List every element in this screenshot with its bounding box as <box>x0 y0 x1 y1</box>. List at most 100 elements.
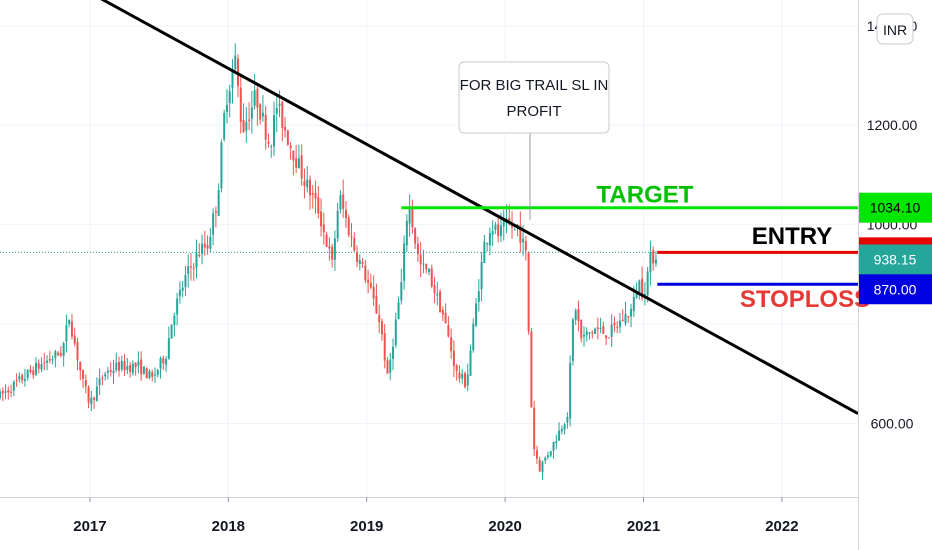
candle-body <box>264 114 267 140</box>
candle-body <box>430 268 433 287</box>
candle-body <box>425 264 428 270</box>
candle-body <box>123 361 126 371</box>
candle-body <box>40 364 43 370</box>
candle-body <box>630 308 633 317</box>
x-tick-label: 2021 <box>627 518 660 535</box>
candle-body <box>594 328 597 334</box>
candle-body <box>289 145 292 149</box>
candle-body <box>62 343 65 356</box>
target-label: TARGET <box>597 182 694 209</box>
candle-body <box>618 320 621 327</box>
candle-body <box>569 362 572 419</box>
candle-body <box>131 363 134 374</box>
candle-body <box>530 331 533 408</box>
candle-body <box>369 282 372 288</box>
candle-body <box>652 250 655 264</box>
candle-body <box>129 365 132 372</box>
candle-body <box>300 155 303 179</box>
candle-body <box>428 269 430 272</box>
x-tick-label: 2020 <box>488 518 521 535</box>
candle-body <box>552 441 555 451</box>
candle-body <box>59 353 62 356</box>
candle-body <box>378 315 381 323</box>
candle-body <box>4 391 7 393</box>
candle-body <box>93 397 96 400</box>
overlay-lines <box>0 0 859 415</box>
candle-body <box>206 245 209 249</box>
candle-body <box>347 217 350 236</box>
candle-body <box>452 350 455 366</box>
candle-body <box>538 459 541 472</box>
candle-body <box>494 224 497 230</box>
candle-body <box>582 334 585 337</box>
candle-body <box>558 430 561 441</box>
candle-body <box>461 373 464 379</box>
candle-body <box>98 378 101 386</box>
candle-body <box>607 337 610 339</box>
candle-body <box>571 319 574 361</box>
candle-body <box>295 158 298 168</box>
candle-body <box>201 243 204 254</box>
candle-body <box>176 298 179 315</box>
candle-body <box>162 358 165 364</box>
candle-body <box>10 391 13 393</box>
candle-body <box>192 267 195 269</box>
candle-body <box>447 324 450 337</box>
candle-body <box>87 387 90 403</box>
candle-body <box>372 286 375 299</box>
candle-body <box>90 397 93 405</box>
candle-body <box>250 107 253 119</box>
candle-body <box>270 146 273 148</box>
grid-lines <box>0 0 858 497</box>
candle-body <box>256 88 259 108</box>
candle-body <box>472 323 475 351</box>
candle-body <box>632 296 635 312</box>
candle-body <box>610 324 613 338</box>
trendline <box>100 0 859 415</box>
candle-body <box>616 326 619 328</box>
candle-body <box>248 119 251 121</box>
candle-body <box>602 326 605 334</box>
candle-body <box>165 359 168 365</box>
candle-body <box>439 291 442 313</box>
price-tag-label: 1034.10 <box>870 200 921 216</box>
candle-body <box>12 381 15 391</box>
candle-body <box>140 359 143 375</box>
candle-body <box>54 351 57 359</box>
price-tag: 870.00 <box>859 274 932 305</box>
candle-body <box>416 243 419 255</box>
candle-body <box>527 252 530 332</box>
candle-body <box>1 390 4 394</box>
candle-body <box>522 238 525 243</box>
candle-body <box>148 371 151 378</box>
candle-body <box>212 213 215 235</box>
candle-body <box>317 197 320 214</box>
candle-body <box>142 366 145 374</box>
stoploss-label: STOPLOSS <box>740 286 870 313</box>
candle-body <box>541 461 544 473</box>
candle-body <box>153 374 156 376</box>
candle-body <box>524 241 527 251</box>
candle-body <box>339 195 342 210</box>
candle-body <box>84 380 87 387</box>
candle-body <box>497 224 500 237</box>
candle-body <box>51 359 54 361</box>
candle-body <box>189 266 192 268</box>
x-tick-label: 2017 <box>73 518 106 535</box>
price-tag-label: 870.00 <box>874 281 917 297</box>
candle-body <box>627 316 630 318</box>
candle-body <box>156 369 159 376</box>
candle-body <box>145 368 148 379</box>
candle-body <box>46 360 49 363</box>
candle-body <box>433 285 436 294</box>
candle-body <box>455 365 458 372</box>
annotation-box <box>458 61 610 134</box>
candle-body <box>555 441 558 444</box>
candle-body <box>403 243 406 281</box>
candle-body <box>397 302 400 320</box>
price-tag-bg <box>859 244 932 275</box>
candle-body <box>109 369 112 372</box>
candle-body <box>436 293 439 296</box>
